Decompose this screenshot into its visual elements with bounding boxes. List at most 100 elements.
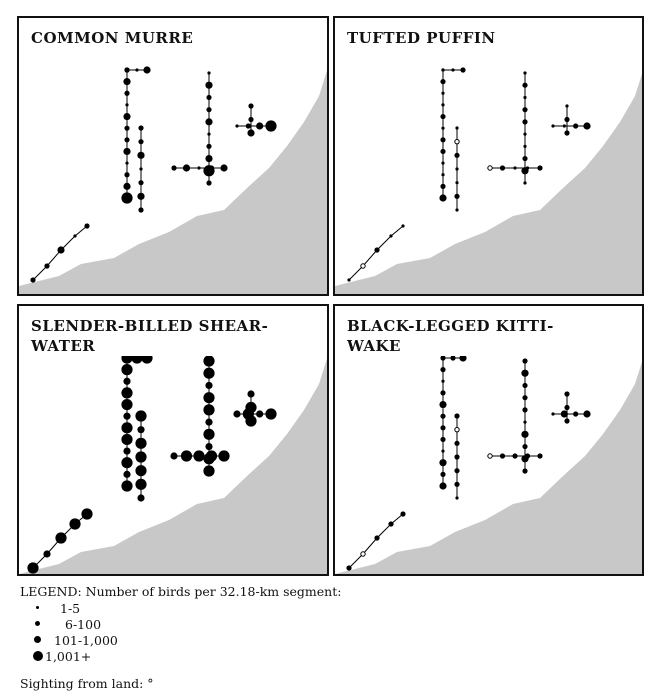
bird-count-dot [499,165,506,171]
bird-count-dot [565,104,569,108]
coastline-land [335,361,642,574]
bird-count-dot [564,116,570,123]
bird-count-dot [203,392,215,404]
bird-count-dot [205,381,213,390]
bird-count-dot [455,208,459,212]
coastline-land [19,358,327,574]
bird-count-dot [522,119,528,125]
land-sighting-marker [454,138,460,145]
bird-count-dot [135,437,147,449]
sighting-from-land-note: Sighting from land: ° [20,676,154,691]
bird-count-dot [265,408,277,420]
bird-count-dot [440,113,446,120]
bird-count-dot [206,107,212,113]
bird-count-dot [560,410,568,418]
map-panel-tufted-puffin: TUFTED PUFFIN [333,16,644,296]
bird-count-dot [69,518,81,530]
bird-count-dot [440,79,446,85]
bird-count-dot [206,143,212,149]
bird-count-dot [440,390,446,396]
coastline-land [335,73,642,294]
panel-title: COMMON MURRE [29,28,196,48]
bird-count-dot [523,132,527,136]
legend: LEGEND: Number of birds per 32.18-km seg… [20,584,342,664]
bird-count-dot [454,481,460,487]
bird-count-dot [522,155,528,162]
bird-count-dot [441,161,445,165]
bird-count-dot [454,152,460,158]
bird-count-dot [522,107,528,113]
coastline-land [19,70,327,294]
bird-count-dot [441,91,445,95]
bird-count-dot [441,126,445,130]
bird-count-dot [121,457,133,469]
bird-count-dot [205,81,213,89]
bird-count-dot [220,164,228,172]
bird-count-dot [564,130,570,136]
bird-count-dot [203,355,215,367]
bird-count-dot [205,450,218,462]
bird-count-dot [138,180,144,186]
bird-count-dot [265,120,277,132]
bird-count-dot [55,532,67,544]
land-sighting-marker [360,263,366,269]
bird-count-dot [389,234,393,238]
bird-count-dot [455,181,459,185]
bird-count-dot [123,112,131,121]
bird-count-dot [522,407,528,413]
bird-count-dot [537,165,543,171]
bird-count-dot [521,369,529,377]
bird-count-dot [523,181,527,185]
bird-count-dot [248,103,254,109]
panel-title: TUFTED PUFFIN [345,28,498,48]
bird-count-dot [460,67,466,73]
bird-count-dot [454,468,460,474]
bird-count-dot [525,166,530,170]
land-sighting-marker [487,165,493,171]
bird-count-dot [138,207,144,213]
bird-count-dot [523,144,527,148]
bird-count-dot [171,165,177,171]
bird-count-dot [400,511,406,517]
panel-title: SLENDER-BILLED SHEAR- WATER [29,316,271,356]
bird-count-dot [521,430,529,438]
land-sighting-marker [454,426,460,433]
bird-count-dot [256,410,264,418]
bird-count-dot [135,410,147,422]
bird-count-dot [440,183,446,189]
bird-count-dot [245,123,251,129]
bird-count-dot [124,125,130,131]
bird-count-dot [235,124,239,128]
bird-count-dot [439,482,447,490]
bird-count-dot [81,508,93,520]
bird-count-dot [522,382,528,389]
bird-count-dot [125,103,129,107]
bird-count-dot [441,379,445,383]
bird-count-dot [513,166,517,170]
bird-count-dot [137,192,145,200]
bird-count-dot [73,234,77,238]
bird-count-dot [206,180,212,186]
legend-dot [34,636,41,643]
bird-count-dot [439,459,447,467]
bird-count-dot [182,164,191,172]
bird-count-dot [441,173,445,177]
bird-count-dot [512,453,518,459]
bird-count-dot [206,94,212,101]
bird-count-dot [125,161,129,165]
map-panel-black-legged-kittiwake: BLACK-LEGGED KITTI- WAKE [333,304,644,576]
bird-count-dot [203,404,215,416]
bird-count-dot [123,447,131,455]
bird-count-dot [551,124,555,128]
bird-count-dot [401,224,405,228]
bird-count-dot [123,354,131,362]
bird-count-dot [205,418,213,426]
bird-count-dot [180,450,193,462]
bird-count-dot [124,90,130,96]
bird-count-dot [205,118,213,126]
bird-count-dot [139,167,143,171]
map-canvas [19,66,327,294]
bird-count-dot [523,95,527,100]
bird-count-dot [564,404,570,411]
bird-count-dot [524,453,531,459]
